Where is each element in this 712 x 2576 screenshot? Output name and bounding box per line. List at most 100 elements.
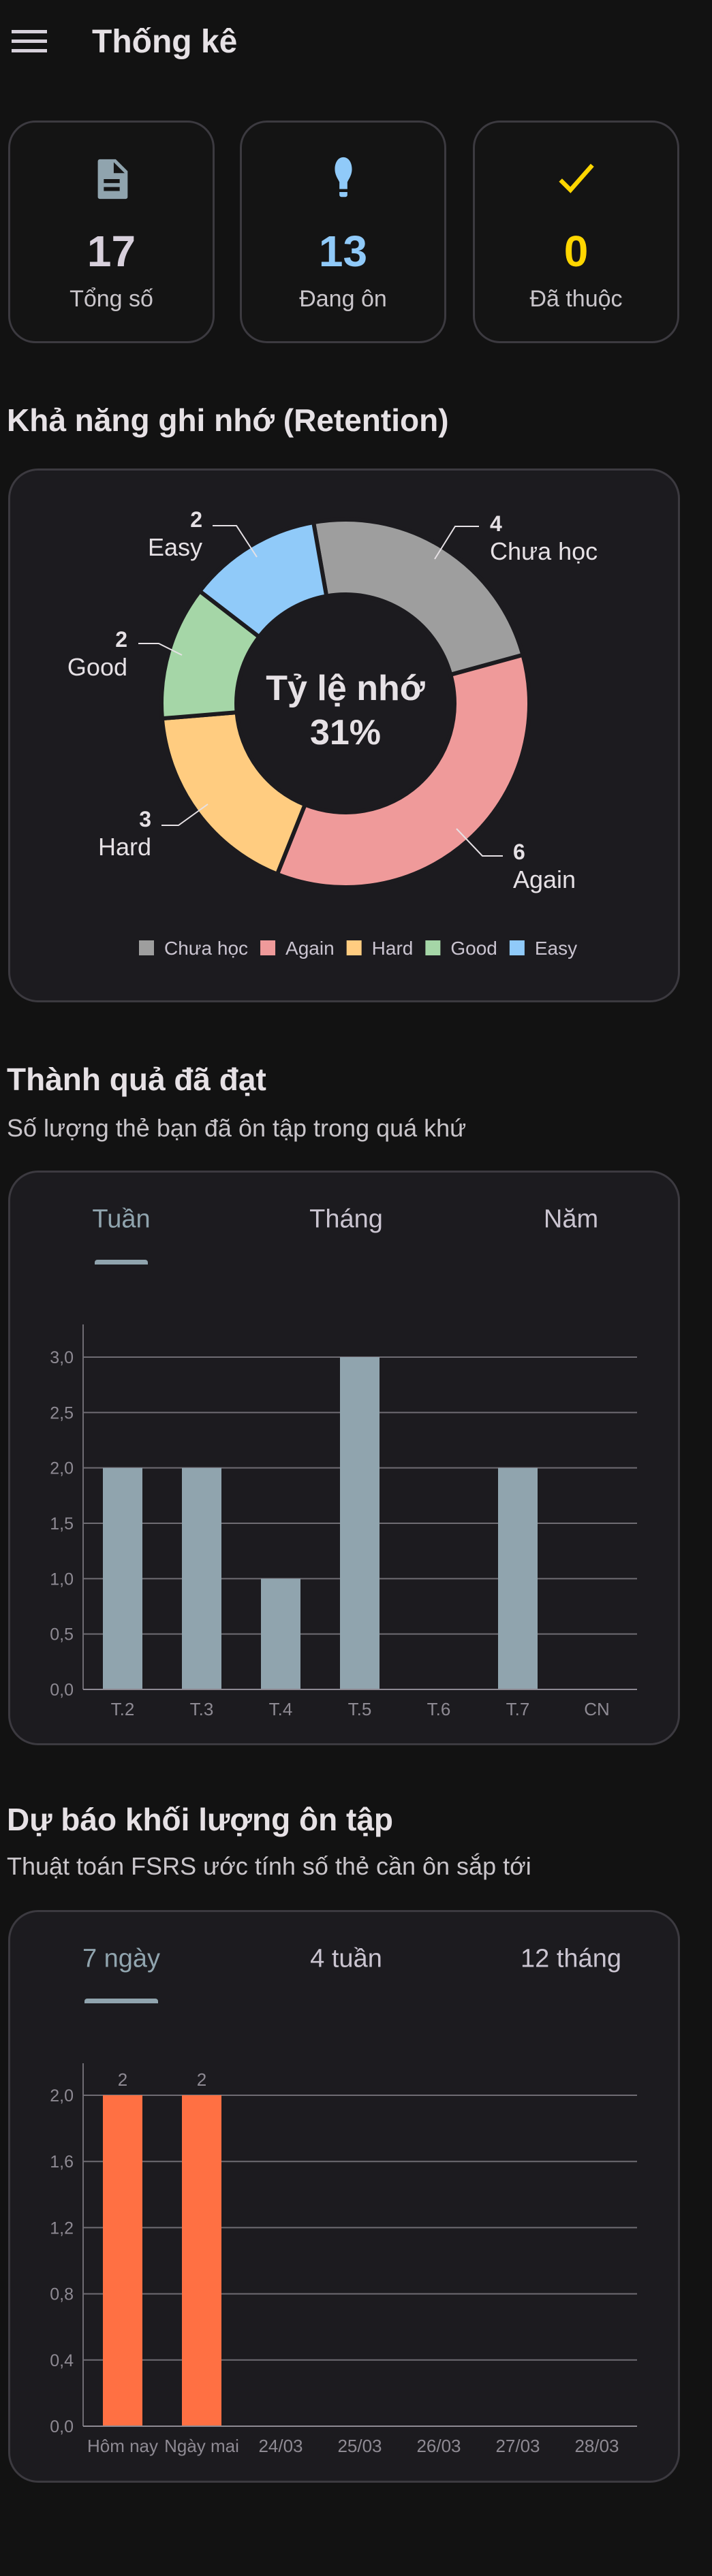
x-tick-label: 28/03	[574, 2436, 619, 2456]
slice-value-label: 4	[490, 511, 502, 536]
stat-card-learning: 13 Đang ôn	[240, 121, 446, 343]
tab-0[interactable]: Tuần	[92, 1205, 151, 1234]
slice-value-label: 2	[190, 507, 202, 532]
leader-line	[213, 525, 258, 558]
donut-center-value: 31%	[310, 713, 381, 752]
bar-T.4[interactable]	[261, 1578, 300, 1689]
y-tick-label: 1,0	[50, 1570, 74, 1589]
slice-value-label: 3	[139, 807, 151, 831]
bar-Ngày mai[interactable]	[182, 2095, 221, 2426]
y-tick-label: 1,2	[50, 2219, 74, 2238]
y-tick-label: 0,8	[50, 2285, 74, 2304]
slice-name-label: Chưa học	[490, 537, 598, 565]
legend-swatch	[139, 940, 154, 955]
tab-1[interactable]: 4 tuần	[310, 1944, 382, 1973]
donut-slice-4[interactable]	[197, 520, 329, 640]
legend-label[interactable]: Easy	[535, 938, 577, 959]
y-tick-label: 2,0	[50, 2086, 74, 2105]
bar-data-label: 2	[197, 2069, 206, 2090]
slice-name-label: Easy	[148, 533, 202, 561]
page-title: Thống kê	[92, 24, 238, 60]
stat-label: Đang ôn	[299, 286, 387, 312]
stat-value: 17	[87, 227, 136, 276]
legend-swatch	[346, 940, 362, 955]
forecast-subtitle: Thuật toán FSRS ước tính số thẻ cần ôn s…	[7, 1852, 531, 1880]
x-tick-label: 26/03	[416, 2436, 461, 2456]
forecast-bar-chart: 0,0 0,4 0,8 1,2 1,6 2,0 2 Hôm nay 2 Ngày mai 24/03…	[50, 2063, 637, 2456]
legend-label[interactable]: Good	[450, 938, 497, 959]
x-tick-label: T.3	[190, 1699, 214, 1719]
leader-line	[434, 526, 479, 560]
bar-Hôm nay[interactable]	[103, 2095, 142, 2426]
document-icon	[97, 159, 127, 200]
y-tick-label: 0,0	[50, 2417, 74, 2436]
y-tick-label: 0,5	[50, 1625, 74, 1644]
tab-2[interactable]: 12 tháng	[521, 1944, 621, 1973]
stat-card-mastered: 0 Đã thuộc	[473, 121, 679, 343]
forecast-title: Dự báo khối lượng ôn tập	[7, 1802, 393, 1837]
check-icon	[558, 163, 594, 193]
slice-value-label: 2	[115, 627, 127, 652]
stat-label: Tổng số	[69, 286, 153, 312]
x-tick-label: T.2	[111, 1699, 135, 1719]
x-tick-label: T.5	[348, 1699, 372, 1719]
tab-1[interactable]: Tháng	[309, 1205, 383, 1234]
stat-label: Đã thuộc	[529, 286, 623, 312]
retention-title: Khả năng ghi nhớ (Retention)	[7, 402, 449, 438]
donut-center-label: Tỷ lệ nhớ	[266, 669, 424, 708]
y-tick-label: 0,4	[50, 2351, 74, 2370]
y-tick-label: 1,6	[50, 2152, 74, 2172]
x-tick-label: CN	[584, 1699, 610, 1719]
forecast-card: 7 ngày 4 tuần 12 tháng 0,0 0,4 0,8 1,2 1,6 2,0 2…	[8, 1910, 680, 2483]
legend-label[interactable]: Again	[285, 938, 335, 959]
achievement-subtitle: Số lượng thẻ bạn đã ôn tập trong quá khứ	[7, 1114, 467, 1142]
y-tick-label: 2,5	[50, 1403, 74, 1422]
legend-label[interactable]: Hard	[372, 938, 414, 959]
bar-T.3[interactable]	[182, 1467, 221, 1689]
donut-slice-0[interactable]	[311, 518, 526, 678]
slice-name-label: Hard	[98, 833, 151, 861]
donut-slice-1[interactable]	[274, 652, 531, 889]
x-tick-label: 24/03	[258, 2436, 303, 2456]
hamburger-menu-icon[interactable]	[12, 30, 47, 53]
tab-0[interactable]: 7 ngày	[82, 1944, 161, 1973]
leader-line	[138, 643, 183, 656]
active-tab-indicator	[84, 1999, 158, 2003]
achievement-bar-chart: 0,0 0,5 1,0 1,5 2,0 2,5 3,0 T.2 T.3 T.4 T.5 T.6 T.7 C…	[50, 1324, 637, 1719]
donut-slice-2[interactable]	[159, 710, 308, 877]
stat-card-total: 17 Tổng số	[8, 121, 215, 343]
y-tick-label: 0,0	[50, 1681, 74, 1700]
active-tab-indicator	[95, 1260, 148, 1265]
bar-T.2[interactable]	[103, 1467, 142, 1689]
bar-T.5[interactable]	[340, 1357, 380, 1689]
achievement-card: Tuần Tháng Năm 0,0 0,5 1,0 1,5 2,0 2,5 3,0 T.2 T.3…	[8, 1171, 680, 1745]
slice-value-label: 6	[513, 840, 525, 864]
tab-2[interactable]: Năm	[543, 1205, 599, 1234]
x-tick-label: 25/03	[337, 2436, 382, 2456]
leader-line	[456, 828, 503, 857]
achievement-title: Thành quả đã đạt	[7, 1062, 266, 1097]
retention-card: 4 Chưa học 6 Again 3 Hard 2 Good 2 Easy Tỷ lệ nhớ 3…	[8, 468, 680, 1002]
y-tick-label: 1,5	[50, 1514, 74, 1533]
slice-name-label: Again	[513, 865, 576, 893]
lightbulb-icon	[334, 157, 352, 197]
y-tick-label: 3,0	[50, 1348, 74, 1367]
leader-line	[161, 804, 208, 826]
x-tick-label: T.7	[506, 1699, 530, 1719]
slice-name-label: Good	[67, 653, 127, 681]
stat-value: 13	[318, 227, 368, 276]
legend-swatch	[260, 940, 276, 955]
x-tick-label: Ngày mai	[164, 2436, 239, 2456]
bar-data-label: 2	[118, 2069, 127, 2090]
x-tick-label: 27/03	[495, 2436, 540, 2456]
legend-label[interactable]: Chưa học	[164, 938, 248, 959]
bar-T.7[interactable]	[498, 1467, 538, 1689]
legend-swatch	[425, 940, 441, 955]
legend-swatch	[509, 940, 525, 955]
x-tick-label: T.6	[427, 1699, 451, 1719]
x-tick-label: Hôm nay	[87, 2436, 158, 2456]
stat-value: 0	[563, 227, 589, 276]
y-tick-label: 2,0	[50, 1459, 74, 1478]
x-tick-label: T.4	[269, 1699, 293, 1719]
